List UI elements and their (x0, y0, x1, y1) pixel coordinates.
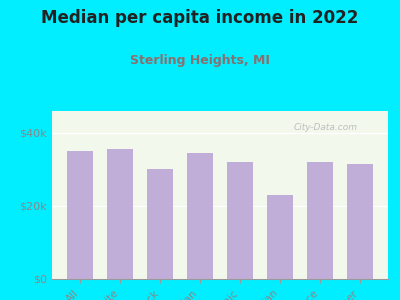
Bar (187, 153, 213, 279)
Bar (347, 164, 373, 279)
Bar (227, 162, 253, 279)
Bar (307, 162, 333, 279)
Text: Sterling Heights, MI: Sterling Heights, MI (130, 54, 270, 67)
Text: City-Data.com: City-Data.com (294, 123, 358, 132)
Bar (107, 149, 133, 279)
Bar (67, 151, 93, 279)
Text: Median per capita income in 2022: Median per capita income in 2022 (41, 9, 359, 27)
Bar (147, 169, 173, 279)
Bar (267, 195, 293, 279)
